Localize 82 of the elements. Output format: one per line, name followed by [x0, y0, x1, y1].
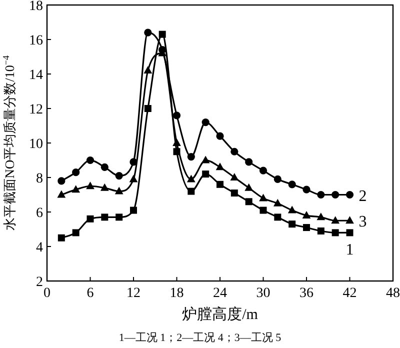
point	[260, 206, 267, 214]
point	[58, 177, 66, 185]
point	[100, 183, 109, 191]
point	[86, 215, 94, 222]
point	[72, 168, 80, 176]
series-label: 3	[358, 214, 367, 231]
point	[57, 190, 66, 198]
y-tick-label: 4	[36, 240, 43, 256]
point	[216, 162, 224, 170]
point	[101, 214, 108, 221]
y-tick-label: 14	[29, 68, 43, 83]
point	[302, 210, 311, 218]
point	[100, 163, 108, 171]
y-tick-label: 18	[29, 0, 43, 14]
point	[274, 175, 282, 184]
point	[317, 227, 324, 234]
point	[346, 190, 354, 199]
point	[130, 206, 137, 214]
x-tick-label: 36	[300, 286, 314, 301]
point	[288, 180, 296, 188]
x-tick-label: 6	[86, 286, 94, 301]
point	[158, 30, 166, 38]
y-tick-label: 16	[29, 34, 43, 48]
point	[129, 174, 138, 182]
point	[274, 214, 282, 221]
point	[230, 173, 239, 180]
y-tick-label: 8	[36, 172, 43, 186]
point	[72, 185, 80, 193]
y-tick-label: 10	[29, 137, 43, 152]
x-tick-label: 30	[256, 286, 270, 301]
x-tick-label: 18	[170, 286, 184, 301]
x-axis-title: 炉膛高度/m	[182, 306, 258, 323]
point	[317, 190, 325, 199]
point	[316, 212, 326, 220]
point	[144, 28, 152, 36]
point	[172, 112, 181, 120]
point	[244, 183, 254, 191]
x-tick-label: 12	[126, 286, 140, 301]
point	[86, 182, 94, 190]
point	[216, 180, 224, 188]
point	[202, 170, 210, 178]
point	[302, 186, 310, 194]
point	[201, 156, 210, 164]
x-tick-label: 42	[342, 286, 357, 301]
point	[288, 220, 296, 228]
point	[332, 229, 339, 236]
point	[331, 216, 340, 224]
series-label: 1	[346, 242, 354, 259]
point	[288, 206, 296, 214]
point	[303, 224, 310, 232]
y-tick-label: 6	[36, 206, 43, 221]
point	[332, 190, 340, 199]
point	[245, 198, 252, 206]
point	[273, 198, 282, 206]
point	[58, 234, 65, 242]
point	[186, 174, 196, 182]
point	[144, 66, 152, 74]
point	[86, 156, 94, 164]
point	[144, 105, 152, 112]
text: 1—工况 1；2—工况 4；3—工况 5	[118, 332, 282, 344]
point	[346, 229, 354, 236]
point	[115, 172, 123, 180]
x-tick-label: 24	[213, 286, 227, 301]
point	[230, 148, 238, 156]
point	[346, 216, 354, 224]
point	[72, 229, 80, 236]
point	[187, 153, 195, 161]
point	[116, 214, 123, 221]
point	[230, 190, 238, 197]
y-tick-label: 2	[36, 275, 43, 290]
point	[259, 166, 268, 174]
point	[172, 138, 181, 146]
point	[188, 188, 195, 195]
x-tick-label: 0	[44, 286, 50, 301]
series-label: 2	[358, 188, 367, 205]
point	[202, 118, 210, 126]
point	[259, 194, 268, 202]
point	[114, 186, 124, 194]
x-tick-label: 48	[386, 286, 400, 301]
y-tick-label: 12	[29, 102, 43, 118]
point	[245, 158, 253, 166]
point	[216, 132, 224, 140]
